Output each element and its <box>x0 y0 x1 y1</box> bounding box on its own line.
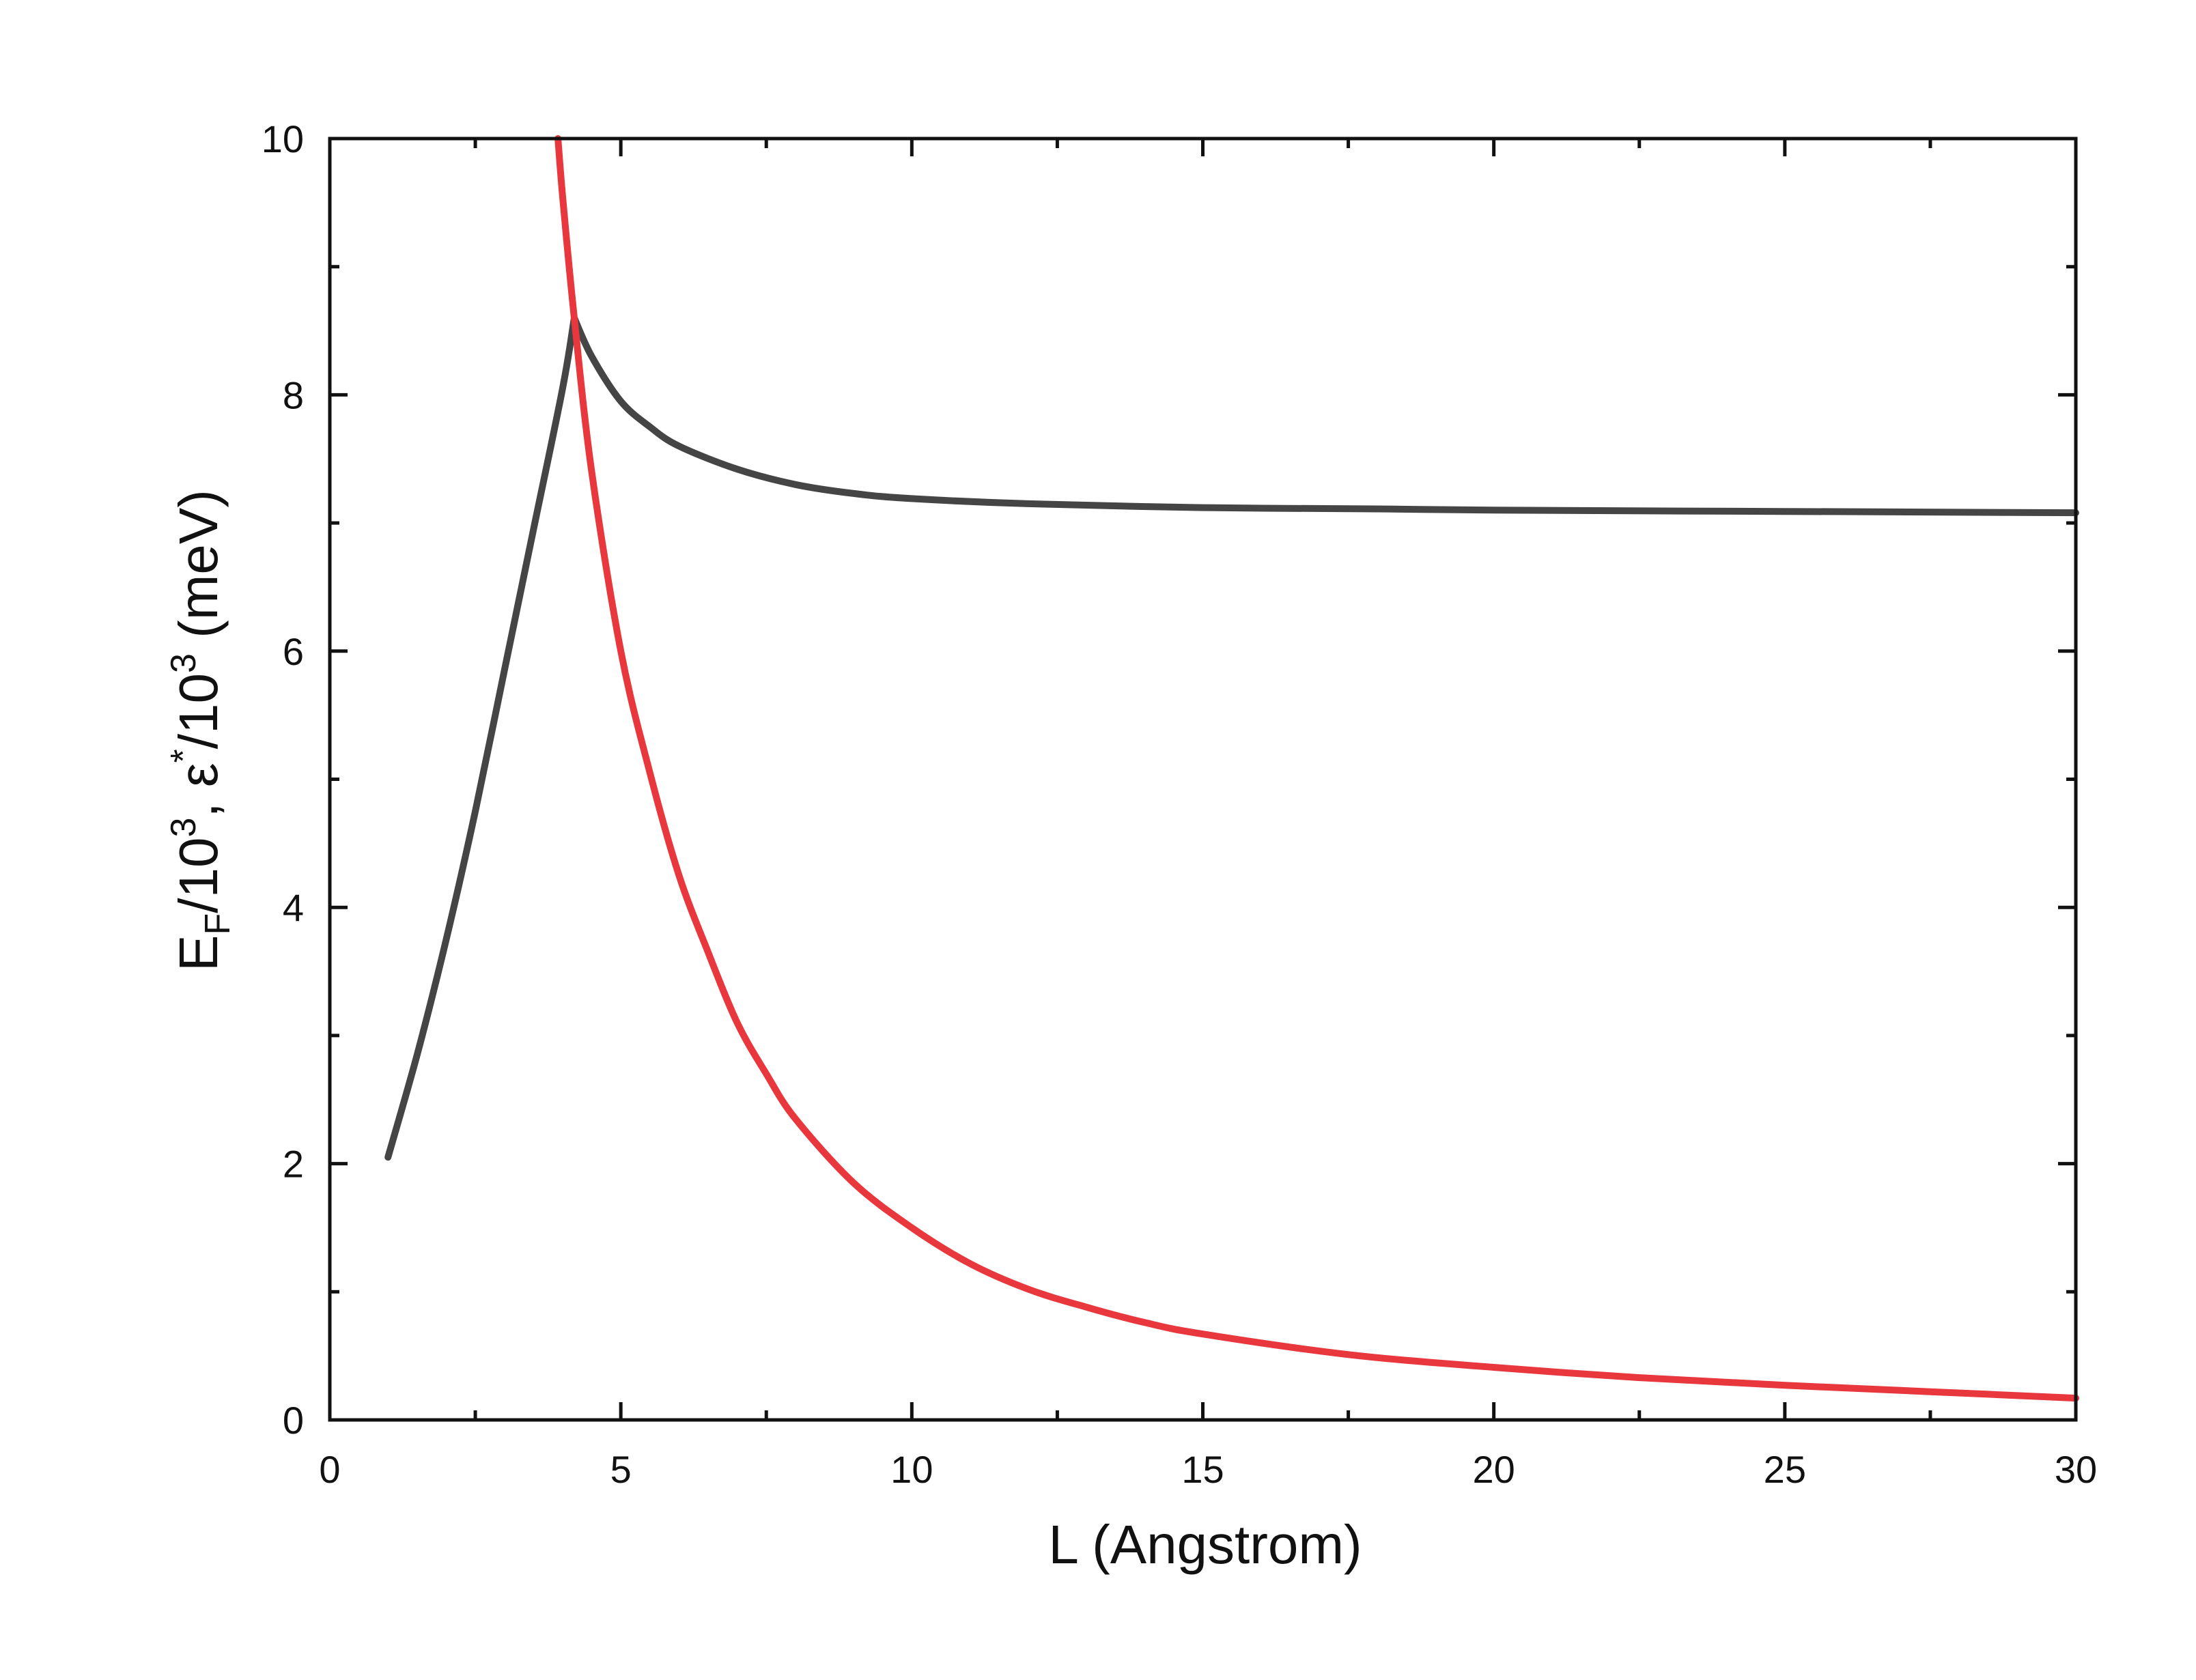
y-title-part: /10 <box>168 838 229 913</box>
y-title-superscript: 3 <box>164 653 203 673</box>
y-tick-label: 10 <box>262 117 304 160</box>
y-tick-label: 2 <box>283 1143 304 1186</box>
x-tick-label: 25 <box>1764 1448 1806 1491</box>
y-axis-title: EF/103, ε*/103 (meV) <box>164 489 238 971</box>
series-line-1 <box>384 314 2079 1161</box>
axis-ticks <box>328 137 2078 1422</box>
series-line-2 <box>554 135 2079 1402</box>
y-title-part: /10 <box>168 673 229 749</box>
y-tick-label: 0 <box>283 1399 304 1442</box>
x-tick-label: 5 <box>610 1448 632 1491</box>
x-tick-label: 20 <box>1473 1448 1515 1491</box>
x-tick-label: 15 <box>1181 1448 1224 1491</box>
x-tick-label: 0 <box>319 1448 340 1491</box>
y-title-part: (meV) <box>168 489 229 653</box>
y-tick-labels: 0 2 4 6 8 10 <box>262 117 304 1442</box>
x-tick-labels: 0 5 10 15 20 25 30 <box>319 1448 2097 1491</box>
y-tick-label: 4 <box>283 886 304 929</box>
plot-curves <box>384 135 2079 1402</box>
x-tick-label: 10 <box>890 1448 933 1491</box>
y-tick-label: 6 <box>283 630 304 673</box>
y-title-part: E <box>168 935 229 971</box>
y-tick-label: 8 <box>283 373 304 416</box>
x-axis-title: L (Angstrom) <box>1048 1514 1362 1575</box>
y-title-superscript: 3 <box>164 818 203 838</box>
y-title-part: , ε <box>168 763 229 818</box>
x-tick-label: 30 <box>2055 1448 2097 1491</box>
y-title-subscript: F <box>198 913 238 935</box>
plot-frame <box>328 137 2078 1422</box>
y-title-superscript: * <box>164 749 203 763</box>
